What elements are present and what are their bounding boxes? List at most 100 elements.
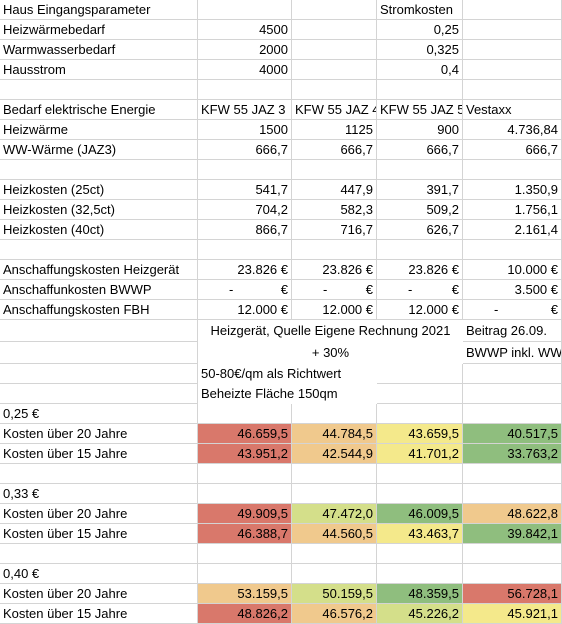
cell-r3-d[interactable]: 0,325 <box>377 40 463 60</box>
cell-r2-e[interactable] <box>463 20 562 40</box>
cell-r21-e[interactable] <box>463 404 562 424</box>
cell-r6-c[interactable]: KFW 55 JAZ 4 <box>292 100 377 120</box>
cell-r23-b[interactable]: 43.951,2 <box>198 444 292 464</box>
cell-r11-b[interactable]: 704,2 <box>198 200 292 220</box>
cell-r23-e[interactable]: 33.763,2 <box>463 444 562 464</box>
cell-r29-e[interactable] <box>463 564 562 584</box>
cell-r13-c[interactable] <box>292 240 377 260</box>
cell-r20-b[interactable]: Beheizte Fläche 150qm <box>201 386 338 401</box>
cell-r9-e[interactable] <box>463 160 562 180</box>
cell-r11-a[interactable]: Heizkosten (32,5ct) <box>0 200 198 220</box>
cell-r22-d[interactable]: 43.659,5 <box>377 424 463 444</box>
cell-r2-b[interactable]: 4500 <box>198 20 292 40</box>
cell-r16-b[interactable]: 12.000 € <box>198 300 292 320</box>
cell-r30-c[interactable]: 50.159,5 <box>292 584 377 604</box>
cell-r24-b[interactable] <box>198 464 292 484</box>
cell-r28-d[interactable] <box>377 544 463 564</box>
cell-r11-e[interactable]: 1.756,1 <box>463 200 562 220</box>
cell-r12-e[interactable]: 2.161,4 <box>463 220 562 240</box>
cell-r26-d[interactable]: 46.009,5 <box>377 504 463 524</box>
cell-r16-e[interactable]: - € <box>463 300 562 320</box>
cell-r21-c[interactable] <box>292 404 377 424</box>
cell-r28-b[interactable] <box>198 544 292 564</box>
cell-r10-c[interactable]: 447,9 <box>292 180 377 200</box>
cell-r5-e[interactable] <box>463 80 562 100</box>
cell-r7-b[interactable]: 1500 <box>198 120 292 140</box>
cell-r23-a[interactable]: Kosten über 15 Jahre <box>0 444 198 464</box>
cell-r31-c[interactable]: 46.576,2 <box>292 604 377 624</box>
cell-r25-b[interactable] <box>198 484 292 504</box>
cell-r3-b[interactable]: 2000 <box>198 40 292 60</box>
cell-r19-e[interactable] <box>463 364 562 384</box>
cell-r4-d[interactable]: 0,4 <box>377 60 463 80</box>
cell-r29-a[interactable]: 0,40 € <box>0 564 198 584</box>
cell-r15-a[interactable]: Anschaffunkosten BWWP <box>0 280 198 300</box>
cell-r16-c[interactable]: 12.000 € <box>292 300 377 320</box>
cell-r11-d[interactable]: 509,2 <box>377 200 463 220</box>
cell-r16-a[interactable]: Anschaffungskosten FBH <box>0 300 198 320</box>
cell-r2-a[interactable]: Heizwärmebedarf <box>0 20 198 40</box>
cell-r8-e[interactable]: 666,7 <box>463 140 562 160</box>
cell-r8-b[interactable]: 666,7 <box>198 140 292 160</box>
cell-r20-d[interactable] <box>377 384 463 404</box>
cell-r30-b[interactable]: 53.159,5 <box>198 584 292 604</box>
cell-r22-c[interactable]: 44.784,5 <box>292 424 377 444</box>
cell-r9-a[interactable] <box>0 160 198 180</box>
cell-r25-a[interactable]: 0,33 € <box>0 484 198 504</box>
cell-r24-c[interactable] <box>292 464 377 484</box>
cell-r30-e[interactable]: 56.728,1 <box>463 584 562 604</box>
cell-r20-e[interactable] <box>463 384 562 404</box>
cell-r27-c[interactable]: 44.560,5 <box>292 524 377 544</box>
cell-r20-a[interactable] <box>0 384 198 404</box>
cell-r16-d[interactable]: 12.000 € <box>377 300 463 320</box>
cell-r8-a[interactable]: WW-Wärme (JAZ3) <box>0 140 198 160</box>
cell-r27-e[interactable]: 39.842,1 <box>463 524 562 544</box>
cell-r10-e[interactable]: 1.350,9 <box>463 180 562 200</box>
cell-r4-e[interactable] <box>463 60 562 80</box>
cell-r30-a[interactable]: Kosten über 20 Jahre <box>0 584 198 604</box>
cell-r17-a[interactable] <box>0 320 198 342</box>
cell-r19-d[interactable] <box>377 364 463 384</box>
cell-r31-b[interactable]: 48.826,2 <box>198 604 292 624</box>
cell-r9-c[interactable] <box>292 160 377 180</box>
cell-r30-d[interactable]: 48.359,5 <box>377 584 463 604</box>
cell-r6-b[interactable]: KFW 55 JAZ 3 <box>198 100 292 120</box>
cell-r24-d[interactable] <box>377 464 463 484</box>
cell-r7-e[interactable]: 4.736,84 <box>463 120 562 140</box>
cell-r31-e[interactable]: 45.921,1 <box>463 604 562 624</box>
cell-r12-c[interactable]: 716,7 <box>292 220 377 240</box>
cell-r3-e[interactable] <box>463 40 562 60</box>
cell-r1-d[interactable]: Stromkosten <box>377 0 463 20</box>
cell-r14-d[interactable]: 23.826 € <box>377 260 463 280</box>
cell-r25-e[interactable] <box>463 484 562 504</box>
cell-r15-b[interactable]: - € <box>198 280 292 300</box>
cell-r26-a[interactable]: Kosten über 20 Jahre <box>0 504 198 524</box>
cell-r5-c[interactable] <box>292 80 377 100</box>
cell-r24-e[interactable] <box>463 464 562 484</box>
cell-r15-e[interactable]: 3.500 € <box>463 280 562 300</box>
cell-r6-e[interactable]: Vestaxx <box>463 100 562 120</box>
cell-r27-a[interactable]: Kosten über 15 Jahre <box>0 524 198 544</box>
cell-r19-a[interactable] <box>0 364 198 384</box>
cell-r6-a[interactable]: Bedarf elektrische Energie <box>0 100 198 120</box>
cell-r28-e[interactable] <box>463 544 562 564</box>
cell-r3-a[interactable]: Warmwasserbedarf <box>0 40 198 60</box>
cell-r22-b[interactable]: 46.659,5 <box>198 424 292 444</box>
cell-r9-d[interactable] <box>377 160 463 180</box>
cell-r11-c[interactable]: 582,3 <box>292 200 377 220</box>
cell-r21-a[interactable]: 0,25 € <box>0 404 198 424</box>
cell-r2-c[interactable] <box>292 20 377 40</box>
cell-r10-d[interactable]: 391,7 <box>377 180 463 200</box>
cell-r29-b[interactable] <box>198 564 292 584</box>
cell-r24-a[interactable] <box>0 464 198 484</box>
cell-r1-c[interactable] <box>292 0 377 20</box>
cell-r18-e[interactable]: BWWP inkl. WW <box>463 342 562 364</box>
cell-r23-d[interactable]: 41.701,2 <box>377 444 463 464</box>
cell-r31-a[interactable]: Kosten über 15 Jahre <box>0 604 198 624</box>
cell-r25-d[interactable] <box>377 484 463 504</box>
cell-r8-d[interactable]: 666,7 <box>377 140 463 160</box>
cell-r5-b[interactable] <box>198 80 292 100</box>
cell-r7-c[interactable]: 1125 <box>292 120 377 140</box>
cell-r12-b[interactable]: 866,7 <box>198 220 292 240</box>
cell-r6-d[interactable]: KFW 55 JAZ 5 <box>377 100 463 120</box>
